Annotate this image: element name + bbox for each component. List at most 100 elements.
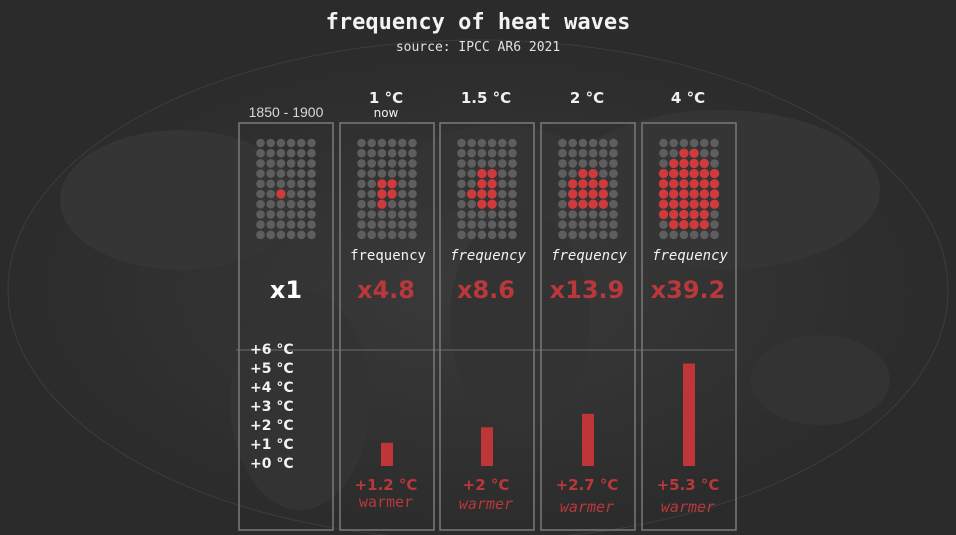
frequency-dot	[408, 179, 417, 189]
baseline-multiplier: x1	[269, 276, 303, 304]
frequency-dot	[297, 230, 306, 240]
frequency-dot-active	[699, 189, 709, 199]
frequency-dot	[276, 169, 286, 178]
frequency-dot	[588, 148, 598, 158]
frequency-dot	[408, 169, 417, 178]
frequency-dot-active	[487, 168, 497, 179]
warming-bar-1	[481, 427, 493, 466]
frequency-dot	[256, 159, 265, 168]
frequency-dot	[457, 220, 466, 229]
frequency-dot	[266, 138, 276, 148]
frequency-dot	[377, 220, 387, 229]
warmer-label-2: warmer	[559, 498, 615, 516]
frequency-dot	[377, 169, 387, 178]
frequency-dot	[700, 230, 709, 240]
frequency-dot	[367, 169, 377, 178]
frequency-dot	[669, 138, 678, 148]
frequency-dot	[256, 230, 265, 240]
frequency-dot	[588, 138, 598, 148]
baseline-panel	[238, 122, 334, 531]
frequency-dot	[487, 220, 497, 229]
frequency-dot	[467, 159, 477, 168]
frequency-dot	[387, 169, 397, 178]
frequency-dot	[477, 138, 487, 148]
frequency-dot	[307, 169, 316, 178]
frequency-dot	[498, 189, 507, 199]
frequency-dot	[659, 230, 668, 240]
frequency-dot	[398, 210, 407, 219]
frequency-dot	[710, 148, 719, 158]
frequency-dot	[256, 189, 265, 199]
frequency-dot	[568, 230, 577, 240]
frequency-dot	[286, 230, 296, 240]
frequency-dot	[357, 189, 366, 199]
frequency-dot	[599, 230, 608, 240]
y-tick-label: +0 °C	[250, 456, 294, 472]
frequency-dot-active	[709, 199, 720, 209]
y-tick-label: +3 °C	[250, 399, 294, 415]
frequency-dot	[457, 159, 466, 168]
frequency-dot	[457, 169, 466, 178]
scenario-subheader-0: now	[373, 106, 399, 120]
frequency-dot	[387, 148, 397, 158]
frequency-dot	[297, 179, 306, 189]
frequency-label-3: frequency	[652, 248, 728, 264]
frequency-multiplier-0: x4.8	[357, 276, 415, 304]
frequency-dot	[367, 179, 377, 189]
frequency-dot	[457, 148, 466, 158]
frequency-dot-active	[699, 168, 709, 179]
frequency-dot	[307, 199, 316, 209]
frequency-dot	[276, 159, 286, 168]
frequency-dot	[297, 159, 306, 168]
frequency-dot	[487, 148, 497, 158]
frequency-dot	[408, 159, 417, 168]
frequency-dot	[609, 189, 618, 199]
warming-bar-3	[683, 363, 695, 466]
frequency-dot-active	[669, 189, 679, 199]
frequency-dot	[286, 189, 296, 199]
frequency-dot	[387, 199, 397, 209]
frequency-dot	[387, 159, 397, 168]
frequency-dot	[457, 179, 466, 189]
frequency-dot-active	[467, 189, 477, 199]
frequency-dot-active	[699, 209, 709, 220]
frequency-dot-active	[276, 189, 286, 199]
frequency-dot	[266, 220, 276, 229]
frequency-dot	[408, 148, 417, 158]
frequency-dot	[568, 159, 577, 168]
frequency-dot	[558, 199, 567, 209]
frequency-dot	[508, 199, 517, 209]
frequency-dot-active	[377, 179, 387, 189]
frequency-dot-active	[699, 158, 709, 169]
frequency-dot-active	[679, 168, 689, 179]
frequency-dot-active	[658, 168, 669, 179]
warming-label-3: +5.3 °C	[656, 476, 720, 494]
frequency-dot-active	[487, 189, 497, 199]
frequency-multiplier-3: x39.2	[650, 276, 726, 304]
frequency-dot	[609, 138, 618, 148]
warming-label-2: +2.7 °C	[555, 476, 619, 494]
frequency-dot	[377, 210, 387, 219]
frequency-dot	[307, 179, 316, 189]
frequency-dot-active	[699, 199, 709, 209]
frequency-dot-active	[598, 189, 608, 199]
warmer-label-3: warmer	[660, 498, 716, 516]
frequency-dot	[508, 189, 517, 199]
frequency-dot	[266, 199, 276, 209]
frequency-dot	[498, 210, 507, 219]
frequency-dot-active	[487, 179, 497, 189]
frequency-dot	[578, 230, 588, 240]
frequency-dot	[266, 210, 276, 219]
frequency-dot	[679, 138, 689, 148]
frequency-dot	[669, 230, 678, 240]
frequency-dot-active	[669, 209, 679, 220]
frequency-dot-active	[588, 189, 598, 199]
frequency-dot	[487, 159, 497, 168]
frequency-dot-active	[568, 189, 578, 199]
frequency-dot	[357, 148, 366, 158]
frequency-dot	[307, 230, 316, 240]
warming-label-1: +2 °C	[462, 476, 510, 494]
frequency-dot	[387, 138, 397, 148]
frequency-dot-active	[689, 158, 699, 169]
